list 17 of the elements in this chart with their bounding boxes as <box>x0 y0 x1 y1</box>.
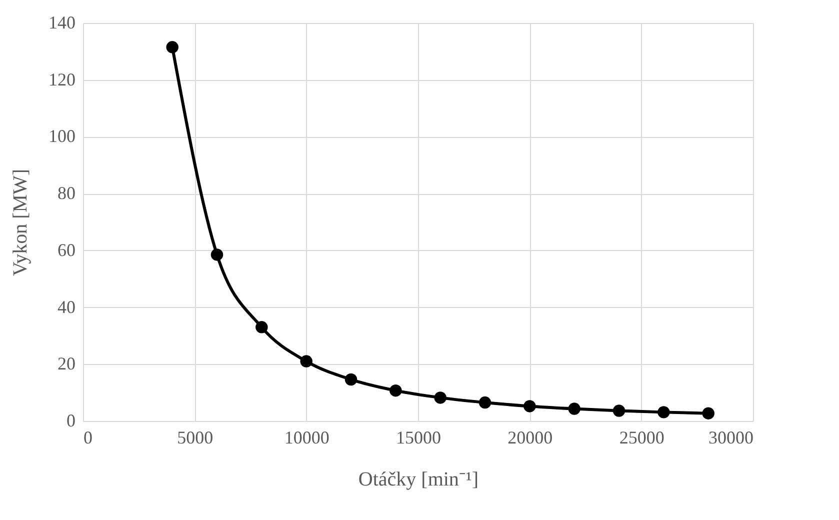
y-tick-label: 40 <box>58 296 76 317</box>
y-tick-label: 120 <box>48 69 76 90</box>
y-tick-label: 20 <box>58 354 76 374</box>
y-tick-label: 80 <box>58 183 76 204</box>
x-tick-label: 5000 <box>177 428 214 448</box>
x-axis-title: Otáčky [min⁻¹] <box>358 468 479 490</box>
x-tick-label: 30000 <box>708 428 754 448</box>
x-tick-label: 15000 <box>396 428 441 448</box>
x-tick-label: 0 <box>84 428 92 448</box>
y-tick-label: 100 <box>48 126 76 146</box>
y-tick-label: 60 <box>58 240 76 260</box>
y-axis-title: Vykon [MW] <box>10 168 32 276</box>
x-tick-label: 20000 <box>508 428 553 448</box>
y-tick-label: 140 <box>48 12 76 32</box>
y-tick-label: 0 <box>66 410 76 430</box>
x-tick-label: 10000 <box>284 428 330 448</box>
x-tick-label: 25000 <box>619 428 664 448</box>
